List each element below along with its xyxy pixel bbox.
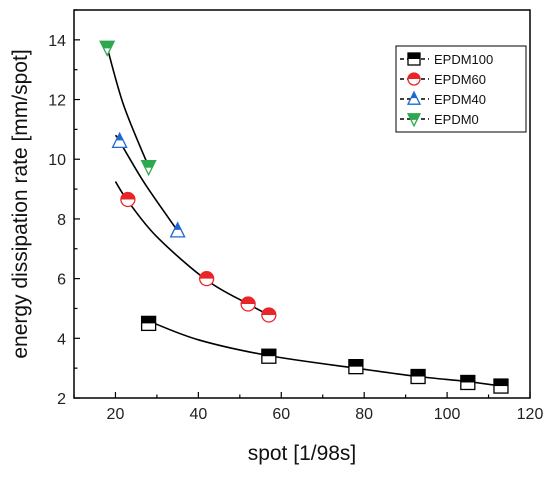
data-point-epdm0 — [99, 40, 116, 57]
x-tick-label: 80 — [355, 406, 373, 423]
data-point-epdm100 — [348, 359, 364, 375]
x-tick-label: 60 — [272, 406, 290, 423]
marker-fill-half — [120, 192, 135, 200]
marker-fill-half — [116, 133, 124, 141]
data-point-epdm100 — [460, 374, 476, 391]
marker-fill-half — [141, 316, 156, 324]
x-tick-label: 20 — [107, 406, 125, 423]
marker-fill-half — [199, 271, 214, 279]
marker-fill-half — [408, 113, 420, 120]
marker-fill-half — [460, 375, 475, 383]
legend-marker-triangle-up — [406, 90, 422, 105]
marker-fill-half — [174, 222, 182, 230]
data-point-epdm60 — [261, 307, 277, 323]
data-point-epdm40 — [169, 221, 186, 238]
axis-ticks-layer: 20 40 60 80 100 120 2 4 6 8 10 12 14 — [48, 9, 544, 423]
y-tick-label: 8 — [57, 212, 66, 229]
y-tick-label: 6 — [57, 272, 66, 289]
data-markers-layer — [99, 40, 509, 394]
y-tick-label: 2 — [57, 391, 66, 408]
y-tick-label: 14 — [48, 33, 66, 50]
marker-fill-half — [348, 359, 363, 367]
data-point-epdm40 — [111, 131, 128, 149]
legend-label: EPDM0 — [434, 112, 479, 127]
data-point-epdm60 — [199, 270, 215, 287]
legend-label: EPDM100 — [434, 52, 493, 67]
marker-fill-half — [100, 41, 115, 49]
legend-item-epdm40: EPDM40 — [400, 90, 486, 107]
fit-curve-epdm0 — [106, 47, 150, 167]
y-tick-label: 12 — [48, 93, 66, 110]
data-point-epdm60 — [240, 296, 256, 312]
plot-area-border — [73, 9, 531, 399]
legend-item-epdm60: EPDM60 — [400, 72, 486, 87]
x-tick-label: 120 — [517, 406, 544, 423]
legend-marker-circle — [407, 72, 421, 86]
marker-fill-half — [411, 92, 417, 99]
x-axis-title: spot [1/98s] — [248, 442, 357, 465]
data-point-epdm0 — [140, 160, 157, 177]
marker-fill-half — [408, 53, 420, 59]
data-point-epdm100 — [410, 368, 426, 385]
x-tick-label: 100 — [434, 406, 461, 423]
data-point-epdm100 — [261, 348, 277, 364]
legend-marker-square — [407, 52, 421, 66]
fit-curve-epdm100 — [148, 320, 502, 387]
data-point-epdm100 — [140, 315, 157, 332]
y-axis-title: energy dissipation rate [mm/spot] — [9, 49, 32, 358]
legend-label: EPDM60 — [434, 72, 486, 87]
legend-item-epdm0: EPDM0 — [400, 112, 479, 128]
x-tick-label: 40 — [189, 406, 207, 423]
legend-label: EPDM40 — [434, 92, 486, 107]
marker-fill-half — [261, 308, 276, 316]
fit-curve-epdm60 — [114, 181, 270, 316]
marker-fill-half — [411, 369, 426, 377]
legend-marker-triangle-down — [406, 113, 422, 128]
fit-curve-epdm40 — [114, 134, 179, 232]
legend: EPDM100 EPDM60 EPDM40 EPDM0 — [395, 45, 527, 133]
plot-frame — [73, 9, 531, 399]
y-tick-label: 4 — [57, 331, 66, 348]
legend-item-epdm100: EPDM100 — [400, 52, 493, 67]
marker-fill-half — [408, 73, 420, 79]
marker-fill-half — [261, 349, 276, 357]
data-point-epdm60 — [120, 191, 136, 208]
data-point-epdm100 — [493, 378, 509, 394]
y-tick-label: 10 — [48, 152, 66, 169]
marker-fill-half — [493, 379, 508, 387]
marker-fill-half — [141, 160, 156, 168]
marker-fill-half — [241, 296, 256, 304]
